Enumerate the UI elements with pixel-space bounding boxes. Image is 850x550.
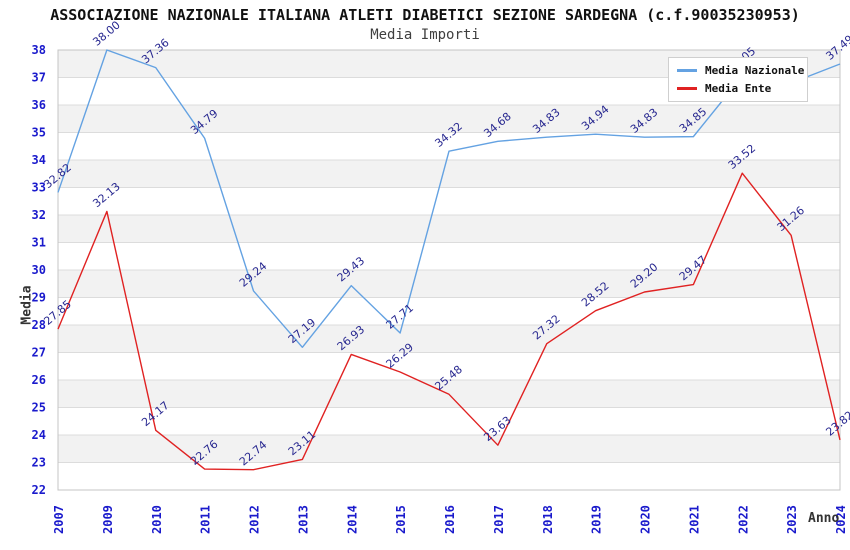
x-tick-label: 2014 bbox=[345, 505, 359, 534]
data-label: 37.49 bbox=[823, 33, 850, 63]
x-tick-label: 2020 bbox=[639, 505, 653, 534]
x-tick-label: 2018 bbox=[541, 505, 555, 534]
legend-item-media-ente: Media Ente bbox=[677, 82, 799, 95]
plot-band bbox=[58, 352, 840, 380]
x-tick-label: 2017 bbox=[492, 505, 506, 534]
x-tick-label: 2010 bbox=[150, 505, 164, 534]
y-tick-label: 24 bbox=[32, 428, 46, 442]
plot-band bbox=[58, 297, 840, 325]
y-tick-label: 27 bbox=[32, 346, 46, 360]
x-tick-label: 2011 bbox=[199, 505, 213, 534]
plot-band bbox=[58, 105, 840, 133]
y-tick-label: 26 bbox=[32, 373, 46, 387]
legend-label: Media Nazionale bbox=[705, 64, 805, 77]
y-tick-label: 30 bbox=[32, 263, 46, 277]
series-line-media-nazionale bbox=[57, 49, 841, 348]
legend-label: Media Ente bbox=[705, 82, 772, 95]
plot-band bbox=[58, 160, 840, 188]
y-tick-label: 36 bbox=[32, 98, 46, 112]
y-tick-label: 28 bbox=[32, 318, 46, 332]
y-tick-label: 33 bbox=[32, 181, 46, 195]
y-tick-label: 32 bbox=[32, 208, 46, 222]
chart-subtitle: Media Importi bbox=[370, 27, 480, 43]
data-label: 38.00 bbox=[90, 19, 122, 49]
y-tick-label: 38 bbox=[32, 43, 46, 57]
y-tick-label: 29 bbox=[32, 291, 46, 305]
plot-band bbox=[58, 187, 840, 215]
y-tick-label: 37 bbox=[32, 71, 46, 85]
y-tick-label: 35 bbox=[32, 126, 46, 140]
legend-line-swatch-red bbox=[677, 87, 697, 90]
x-tick-label: 2015 bbox=[394, 505, 408, 534]
x-tick-label: 2019 bbox=[590, 505, 604, 534]
y-tick-label: 25 bbox=[32, 401, 46, 415]
y-tick-label: 31 bbox=[32, 236, 46, 250]
plot-band bbox=[58, 325, 840, 353]
x-tick-label: 2007 bbox=[52, 505, 66, 534]
x-tick-label: 2013 bbox=[296, 505, 310, 534]
x-tick-label: 2021 bbox=[687, 505, 701, 534]
legend-line-swatch-blue bbox=[677, 69, 697, 72]
plot-band bbox=[58, 215, 840, 243]
chart-title: ASSOCIAZIONE NAZIONALE ITALIANA ATLETI D… bbox=[50, 6, 800, 24]
series-line-media-ente bbox=[57, 172, 841, 471]
legend: Media Nazionale Media Ente bbox=[668, 57, 808, 102]
plot-border bbox=[57, 49, 841, 491]
x-tick-label: 2009 bbox=[101, 505, 115, 534]
plot-band bbox=[58, 270, 840, 298]
plot-band bbox=[58, 242, 840, 270]
plot-band bbox=[58, 435, 840, 463]
plot-band bbox=[58, 407, 840, 435]
plot-band bbox=[58, 462, 840, 490]
y-tick-label: 23 bbox=[32, 456, 46, 470]
x-tick-label: 2024 bbox=[834, 505, 848, 534]
x-tick-label: 2023 bbox=[785, 505, 799, 534]
y-tick-label: 34 bbox=[32, 153, 46, 167]
plot-band bbox=[58, 132, 840, 160]
x-tick-label: 2016 bbox=[443, 505, 457, 534]
x-tick-label: 2012 bbox=[248, 505, 262, 534]
x-tick-label: 2022 bbox=[736, 505, 750, 534]
y-tick-label: 22 bbox=[32, 483, 46, 497]
legend-item-media-nazionale: Media Nazionale bbox=[677, 64, 804, 77]
y-axis-title: Media bbox=[19, 285, 35, 325]
x-axis-title: Anno bbox=[808, 511, 840, 526]
